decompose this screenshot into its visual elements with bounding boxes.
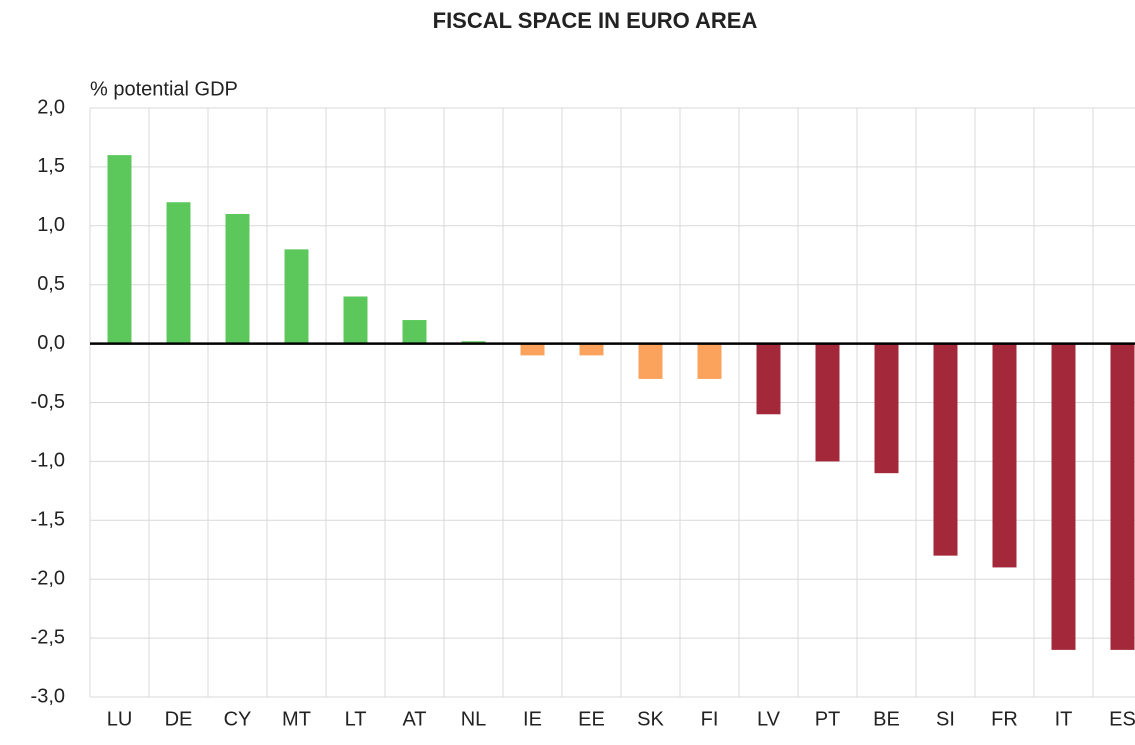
y-tick-label: 0,0 xyxy=(37,332,65,354)
y-tick-label: 0,5 xyxy=(37,273,65,295)
y-tick-label: 2,0 xyxy=(37,96,65,118)
x-tick-label: FI xyxy=(701,708,719,730)
bar xyxy=(166,202,191,344)
x-tick-label: EE xyxy=(578,708,605,730)
y-tick-label: -1,5 xyxy=(31,509,65,531)
bar xyxy=(107,155,132,344)
bar xyxy=(697,343,722,379)
y-axis-label: % potential GDP xyxy=(90,78,238,100)
x-tick-label: LT xyxy=(345,708,367,730)
x-tick-label: FR xyxy=(991,708,1018,730)
x-tick-label: NL xyxy=(461,708,487,730)
bar xyxy=(874,343,899,474)
bar xyxy=(1051,343,1076,650)
chart-title: FISCAL SPACE IN EURO AREA xyxy=(433,8,758,33)
y-tick-label: -0,5 xyxy=(31,391,65,413)
x-tick-label: SK xyxy=(637,708,664,730)
x-tick-label: PT xyxy=(815,708,841,730)
x-tick-label: IT xyxy=(1055,708,1073,730)
bars xyxy=(107,155,1135,650)
bar xyxy=(225,214,250,344)
x-tick-label: SI xyxy=(936,708,955,730)
y-tick-label: 1,5 xyxy=(37,155,65,177)
x-tick-label: DE xyxy=(165,708,193,730)
x-tick-label: LU xyxy=(107,708,133,730)
y-tick-label: -1,0 xyxy=(31,450,65,472)
x-tick-label: MT xyxy=(282,708,311,730)
x-tick-label: ES xyxy=(1109,708,1135,730)
bar xyxy=(579,343,604,356)
bar xyxy=(992,343,1017,568)
y-tick-label: -3,0 xyxy=(31,685,65,707)
x-tick-label: AT xyxy=(402,708,426,730)
y-tick-label: -2,0 xyxy=(31,567,65,589)
bar xyxy=(284,249,309,344)
bar xyxy=(933,343,958,556)
x-tick-label: BE xyxy=(873,708,900,730)
bar xyxy=(343,296,368,344)
x-tick-label: LV xyxy=(757,708,781,730)
bar xyxy=(638,343,663,379)
y-tick-label: 1,0 xyxy=(37,214,65,236)
grid xyxy=(89,107,1135,698)
x-tick-label: IE xyxy=(523,708,542,730)
x-tick-label: CY xyxy=(224,708,252,730)
y-tick-label: -2,5 xyxy=(31,626,65,648)
bar xyxy=(1110,343,1135,650)
bar xyxy=(402,320,427,344)
bar xyxy=(815,343,840,462)
bar xyxy=(756,343,781,415)
bar xyxy=(520,343,545,356)
